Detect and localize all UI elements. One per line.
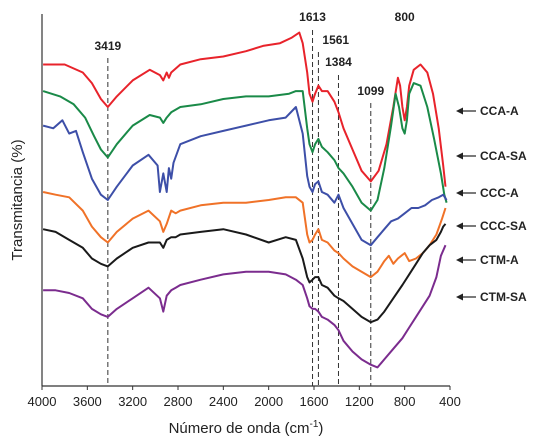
legend-label-ctm-a: CTM-A	[480, 253, 519, 267]
series-line-cca-sa	[42, 82, 448, 212]
x-tick-label: 1200	[345, 394, 374, 409]
peak-label-3419: 3419	[94, 39, 121, 53]
peak-label-800: 800	[395, 10, 415, 24]
x-tick-label: 3200	[118, 394, 147, 409]
legend-label-cca-a: CCA-A	[480, 104, 519, 118]
series-line-cca-a	[43, 31, 447, 187]
x-axis-title-sup: -1	[310, 419, 319, 430]
x-tick-label: 1600	[300, 394, 329, 409]
legend-label-ccc-sa: CCC-SA	[480, 219, 527, 233]
series-line-ccc-a	[42, 106, 448, 247]
x-tick-label: 2800	[164, 394, 193, 409]
legend-arrow-head	[456, 256, 463, 264]
x-tick-label: 2400	[209, 394, 238, 409]
legend-arrow-head	[456, 107, 463, 115]
legend-arrow-head	[456, 222, 463, 230]
x-tick-label: 800	[394, 394, 416, 409]
y-axis-title: Transmitancia (%)	[9, 139, 26, 260]
peak-label-1561: 1561	[322, 33, 349, 47]
x-tick-label: 4000	[28, 394, 57, 409]
peak-markers: 3419 1613 1561 1384 1099 800	[94, 10, 415, 386]
x-axis-title: Número de onda (cm-1)	[169, 419, 324, 437]
x-axis-title-tail: )	[318, 420, 323, 437]
peak-label-1613: 1613	[299, 10, 326, 24]
legend-label-ccc-a: CCC-A	[480, 186, 519, 200]
legend-label-ctm-sa: CTM-SA	[480, 290, 527, 304]
series-line-ctm-a	[42, 223, 447, 324]
series-line-ccc-sa	[42, 191, 447, 279]
series-line-ctm-sa	[43, 244, 447, 369]
legend-arrow-head	[456, 293, 463, 301]
x-tick-label: 3600	[73, 394, 102, 409]
legend: CCA-A CCA-SA CCC-A CCC-SA CTM-A CTM-SA	[456, 104, 527, 304]
spectra	[42, 31, 448, 369]
x-tick-label: 2000	[254, 394, 283, 409]
legend-arrow-head	[456, 152, 463, 160]
x-tick-label: 400	[439, 394, 461, 409]
legend-arrow-head	[456, 189, 463, 197]
peak-label-1099: 1099	[357, 84, 384, 98]
plot-area	[41, 14, 450, 387]
x-axis-title-main: Número de onda (cm	[169, 420, 310, 437]
legend-label-cca-sa: CCA-SA	[480, 149, 527, 163]
peak-label-1384: 1384	[325, 55, 352, 69]
x-ticks: 4000 3600 3200 2800 2400 2000 1600 1200 800 400	[28, 386, 461, 409]
